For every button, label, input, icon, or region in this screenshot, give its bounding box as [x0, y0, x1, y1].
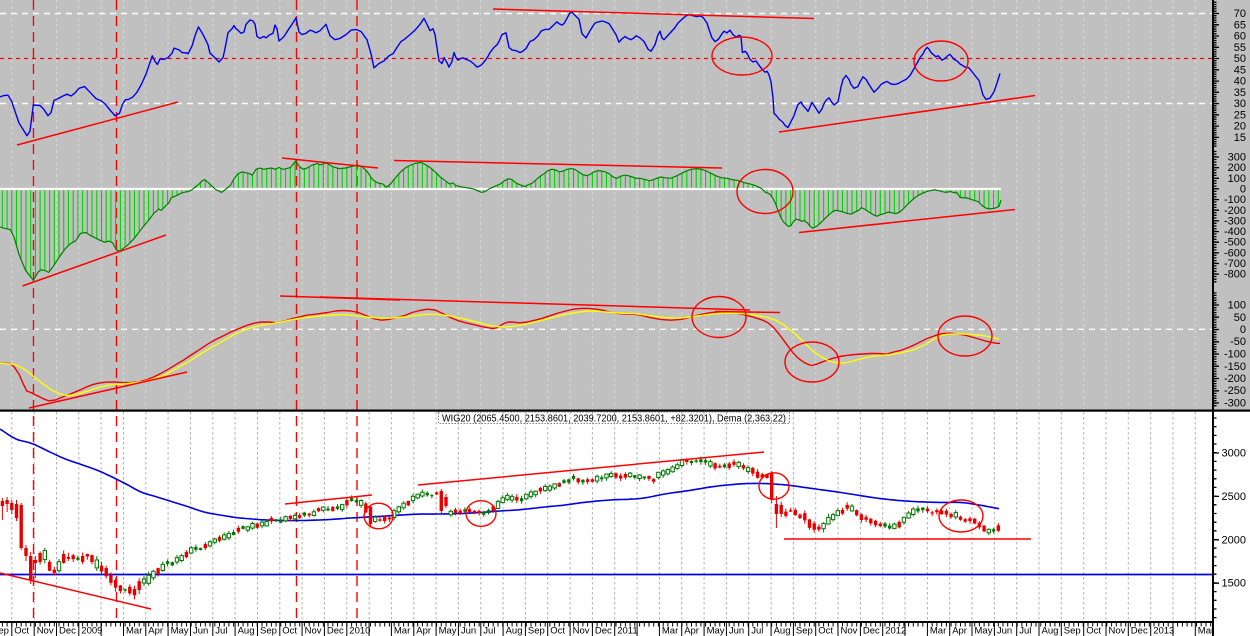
svg-text:20: 20	[1234, 121, 1246, 133]
svg-text:Mar: Mar	[126, 626, 142, 636]
svg-text:-500: -500	[1224, 237, 1246, 249]
svg-text:2500: 2500	[1222, 491, 1246, 503]
svg-text:50: 50	[1234, 53, 1246, 65]
svg-text:Oct: Oct	[1086, 626, 1101, 636]
svg-text:-150: -150	[1224, 361, 1246, 373]
svg-text:-800: -800	[1224, 269, 1246, 281]
svg-text:Sep: Sep	[528, 626, 545, 636]
svg-text:May: May	[439, 626, 457, 636]
svg-text:Sep: Sep	[796, 626, 813, 636]
svg-text:May: May	[171, 626, 189, 636]
svg-text:Oct: Oct	[550, 626, 565, 636]
svg-text:30: 30	[1234, 98, 1246, 110]
svg-text:2000: 2000	[1222, 534, 1246, 546]
svg-text:50: 50	[1234, 312, 1246, 324]
svg-text:Jun: Jun	[997, 626, 1012, 636]
svg-text:25: 25	[1234, 109, 1246, 121]
svg-text:55: 55	[1234, 42, 1246, 54]
svg-text:-250: -250	[1224, 385, 1246, 397]
svg-text:300: 300	[1228, 152, 1246, 164]
svg-text:-200: -200	[1224, 205, 1246, 217]
svg-text:2011: 2011	[617, 626, 637, 636]
svg-text:Jul: Jul	[215, 626, 227, 636]
svg-text:Aug: Aug	[238, 626, 255, 636]
svg-text:Nov: Nov	[37, 626, 54, 636]
svg-text:35: 35	[1234, 87, 1246, 99]
svg-text:2010: 2010	[349, 626, 370, 636]
svg-text:70: 70	[1234, 8, 1246, 20]
svg-text:60: 60	[1234, 31, 1246, 43]
svg-text:Dec: Dec	[327, 626, 344, 636]
svg-text:1500: 1500	[1222, 578, 1246, 590]
svg-text:Jul: Jul	[1019, 626, 1031, 636]
svg-text:Mar: Mar	[1198, 626, 1214, 636]
svg-text:May: May	[707, 626, 725, 636]
svg-text:-100: -100	[1224, 349, 1246, 361]
svg-text:40: 40	[1234, 76, 1246, 88]
svg-text:Oct: Oct	[818, 626, 833, 636]
svg-text:0: 0	[1240, 183, 1246, 195]
svg-text:Apr: Apr	[416, 626, 431, 636]
svg-text:-300: -300	[1224, 398, 1246, 410]
svg-text:Sep: Sep	[1064, 626, 1081, 636]
svg-text:100: 100	[1228, 173, 1246, 185]
svg-text:Jun: Jun	[193, 626, 208, 636]
svg-text:-600: -600	[1224, 247, 1246, 259]
svg-text:Aug: Aug	[774, 626, 791, 636]
svg-text:May: May	[975, 626, 993, 636]
svg-text:-700: -700	[1224, 258, 1246, 270]
svg-text:Aug: Aug	[506, 626, 523, 636]
svg-text:Oct: Oct	[14, 626, 29, 636]
svg-text:Dec: Dec	[1131, 626, 1148, 636]
svg-text:-300: -300	[1224, 215, 1246, 227]
svg-text:Jun: Jun	[461, 626, 476, 636]
svg-text:Nov: Nov	[1109, 626, 1126, 636]
svg-text:3000: 3000	[1222, 448, 1246, 460]
svg-text:-50: -50	[1230, 336, 1246, 348]
svg-text:Sep: Sep	[0, 626, 9, 636]
svg-text:Jul: Jul	[483, 626, 495, 636]
svg-text:2009: 2009	[81, 626, 102, 636]
svg-text:-400: -400	[1224, 226, 1246, 238]
svg-text:2012: 2012	[885, 626, 906, 636]
svg-text:Mar: Mar	[930, 626, 946, 636]
svg-text:0: 0	[1240, 324, 1246, 336]
svg-text:-100: -100	[1224, 194, 1246, 206]
svg-text:15: 15	[1234, 132, 1246, 144]
svg-text:Apr: Apr	[148, 626, 163, 636]
svg-text:Dec: Dec	[595, 626, 612, 636]
svg-text:Nov: Nov	[841, 626, 858, 636]
svg-text:Oct: Oct	[282, 626, 297, 636]
svg-text:Jul: Jul	[751, 626, 763, 636]
svg-text:2013: 2013	[1153, 626, 1174, 636]
svg-text:-200: -200	[1224, 373, 1246, 385]
svg-text:WIG20 (2065.4500, 2153.8601, 2: WIG20 (2065.4500, 2153.8601, 2039.7200, …	[442, 414, 786, 425]
svg-text:Nov: Nov	[305, 626, 322, 636]
svg-text:Sep: Sep	[260, 626, 277, 636]
svg-text:65: 65	[1234, 19, 1246, 31]
svg-text:Aug: Aug	[1042, 626, 1059, 636]
svg-text:200: 200	[1228, 162, 1246, 174]
svg-text:Mar: Mar	[662, 626, 678, 636]
svg-text:Nov: Nov	[573, 626, 590, 636]
svg-text:45: 45	[1234, 64, 1246, 76]
svg-text:Apr: Apr	[684, 626, 699, 636]
svg-text:Dec: Dec	[59, 626, 76, 636]
svg-text:Jun: Jun	[729, 626, 744, 636]
svg-text:Apr: Apr	[952, 626, 967, 636]
svg-text:Mar: Mar	[394, 626, 410, 636]
svg-text:100: 100	[1228, 300, 1246, 312]
svg-text:Dec: Dec	[863, 626, 880, 636]
